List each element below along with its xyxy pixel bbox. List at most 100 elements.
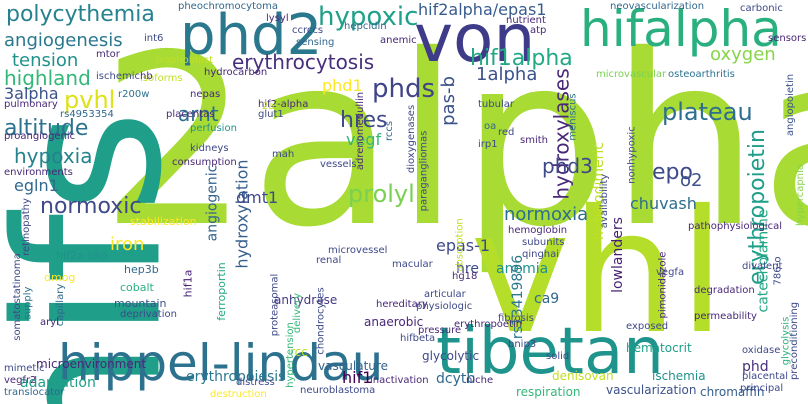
word-neovascularization: neovascularization (610, 1, 705, 12)
word-polycythemia: polycythemia (6, 2, 155, 27)
word-availability: availability (599, 173, 611, 229)
word-macular: macular (392, 259, 433, 270)
word-mtor: mtor (96, 49, 120, 60)
word-fibrosis: fibrosis (498, 313, 534, 324)
word-vegfa: vegfa (656, 267, 685, 278)
word-nonhypoxic: nonhypoxic (626, 126, 638, 184)
word-osteoarthritis: osteoarthritis (668, 69, 735, 80)
word-retinopathy: retinopathy (20, 198, 32, 256)
word-int6: int6 (144, 33, 164, 44)
word-hif1a: hif1a (181, 269, 195, 298)
word-rccs: rccs (384, 120, 396, 142)
word-inactivation: inactivation (370, 375, 429, 386)
word-tension: tension (12, 50, 79, 71)
word-qinghai: qinghai (522, 249, 560, 260)
word-mimetic: mimetic (4, 363, 45, 374)
word-respiration: respiration (516, 385, 581, 399)
word-neuroblastoma: neuroblastoma (300, 385, 376, 396)
word-r200w: r200w (118, 89, 150, 100)
word-sensors: sensors (768, 33, 807, 44)
word-cobalt: cobalt (120, 281, 154, 294)
word-aryl: aryl (40, 317, 59, 328)
word-degradation: degradation (694, 285, 755, 296)
word-pimonidazole: pimonidazole (657, 251, 669, 319)
word-arnt: arnt (178, 102, 219, 126)
word-meniscus: meniscus (567, 93, 579, 141)
word-oxygen: oxygen (710, 44, 776, 65)
word-dmt1: dmt1 (236, 188, 279, 207)
word-niche: niche (466, 375, 494, 386)
word-ccrccs: ccrccs (292, 25, 324, 36)
word-anaerobic: anaerobic (364, 315, 424, 329)
word-smith: smith (520, 135, 548, 146)
word-hematocrit: hematocrit (626, 341, 692, 355)
word-ischemic: ischemic (96, 71, 140, 82)
word-normoxic: normoxic (40, 194, 142, 219)
word-rs4953354: rs4953354 (60, 109, 114, 120)
word-phd: phd (742, 359, 769, 375)
word-denisovan: denisovan (552, 369, 614, 383)
word-mah: mah (272, 149, 295, 160)
word-2alpha: 2alpha (100, 4, 808, 279)
word-hif2alpha-epas1: hif2alpha/epas1 (418, 0, 547, 19)
word-principal: principal (740, 383, 784, 394)
word-paragangliomas: paragangliomas (418, 130, 430, 212)
word-perfusion: perfusion (190, 123, 237, 134)
word-vhl: vhl (470, 174, 726, 372)
word-hifalpha: hifalpha (580, 0, 782, 58)
word-phds: phds (372, 74, 436, 104)
word-chromaffin: chromaffin (700, 385, 765, 399)
word-2a: 2a (262, 101, 275, 112)
word-hippel-lindau: hippel-lindau (58, 334, 384, 392)
word-kidneys: kidneys (190, 143, 229, 154)
word-erythrocytosis: erythrocytosis (232, 50, 375, 74)
word-hydrocarbon: hydrocarbon (204, 67, 268, 78)
word-hypoxic: hypoxic (318, 2, 419, 32)
word-nutrient: nutrient (506, 15, 546, 26)
word-pressure: pressure (418, 325, 462, 336)
word-altitude: altitude (4, 116, 89, 141)
word-erythropoiesis: erythropoiesis (186, 369, 286, 385)
word-renal: renal (316, 255, 342, 266)
word-hre: hre (456, 261, 479, 277)
word-adrenomedullin: adrenomedullin (355, 91, 367, 171)
word-angiopoietin: angiopoietin (785, 73, 797, 137)
word-adaptation: adaptation (20, 375, 96, 391)
word-atp: atp (530, 25, 547, 36)
word-hereditary: hereditary (376, 299, 428, 310)
word-tibetan: tibetan (436, 315, 664, 389)
word-carbonic: carbonic (740, 3, 783, 14)
word-translocator: translocator (4, 387, 65, 398)
word-bnip3: bnip3 (508, 339, 537, 350)
word-supply: supply (22, 286, 34, 320)
word-chuvash: chuvash (630, 194, 697, 213)
word-hif2-alpha: hif2-alpha (258, 99, 309, 110)
word-glut1: glut1 (258, 109, 284, 120)
word-trophoblast: trophoblast (156, 55, 214, 66)
word-proangiogenic: proangiogenic (4, 131, 76, 142)
word-hif1: hif1 (342, 368, 373, 387)
word-vasculature: vasculature (318, 359, 388, 373)
word-mountain: mountain (114, 297, 167, 310)
word-epas-1: epas-1 (436, 236, 491, 255)
word-egln1: egln1 (14, 176, 59, 195)
word-pathophysiological: pathophysiological (688, 221, 782, 232)
word-epo: epo (652, 160, 693, 185)
word-red: red (498, 127, 515, 138)
word-somatostatinoma: somatostatinoma (11, 253, 23, 341)
word-dcytb: dcytb (436, 371, 476, 387)
word-preconditioning: preconditioning (789, 301, 801, 381)
word-microenvironment: microenvironment (36, 357, 147, 371)
word-angiogenic: angiogenic (204, 164, 221, 242)
word-stabilization: stabilization (130, 215, 197, 228)
word-solid: solid (546, 351, 570, 362)
word-phd1: phd1 (322, 76, 363, 95)
word-oxidase: oxidase (742, 345, 781, 356)
word-hif2a-uko: hif2a-uko (56, 249, 108, 262)
word-phd2: phd2 (180, 3, 323, 68)
word-pvhl: pvhl (64, 86, 116, 114)
word-distress: distress (236, 377, 275, 388)
word-o2: o2 (680, 170, 703, 191)
word-vessels: vessels (320, 159, 357, 170)
